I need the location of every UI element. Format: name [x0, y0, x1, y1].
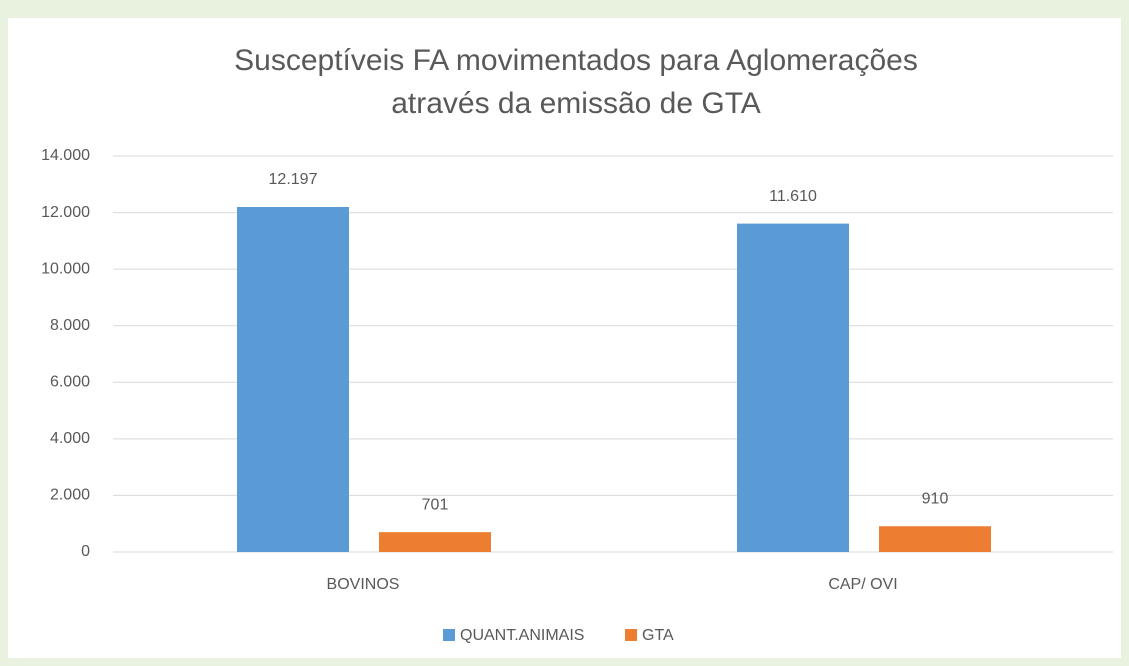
- y-tick-label: 14.000: [41, 147, 90, 164]
- data-label: 701: [422, 496, 449, 513]
- chart-title: Susceptíveis FA movimentados para Aglome…: [234, 44, 918, 77]
- data-label: 910: [922, 490, 949, 507]
- legend-label: QUANT.ANIMAIS: [460, 627, 584, 644]
- legend-label: GTA: [642, 627, 674, 644]
- legend-swatch: [443, 629, 455, 641]
- y-tick-label: 8.000: [50, 317, 90, 334]
- bar: [879, 526, 991, 552]
- chart-title: através da emissão de GTA: [391, 87, 761, 120]
- data-label: 12.197: [269, 171, 318, 188]
- y-tick-label: 10.000: [41, 260, 90, 277]
- y-tick-label: 2.000: [50, 487, 90, 504]
- legend-swatch: [625, 629, 637, 641]
- bar: [237, 206, 349, 552]
- x-tick-label: BOVINOS: [327, 576, 400, 593]
- y-tick-label: 12.000: [41, 204, 90, 221]
- x-tick-label: CAP/ OVI: [828, 576, 897, 593]
- y-tick-label: 6.000: [50, 374, 90, 391]
- bar: [379, 532, 491, 552]
- data-label: 11.610: [769, 188, 817, 205]
- y-tick-label: 4.000: [50, 430, 90, 447]
- y-tick-label: 0: [81, 543, 90, 560]
- bar: [737, 223, 849, 553]
